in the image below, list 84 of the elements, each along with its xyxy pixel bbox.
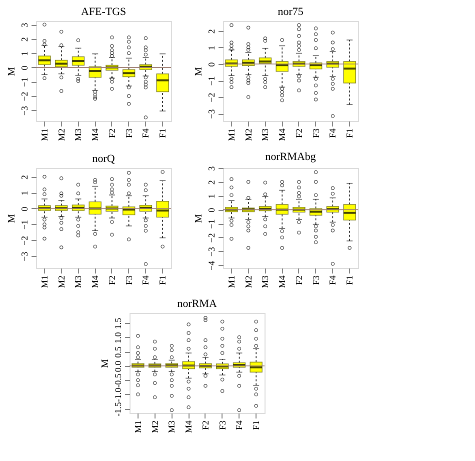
- y-tick-label: −3: [206, 246, 217, 257]
- chart-title: norRMAbg: [265, 150, 316, 163]
- x-tick-label: F3: [217, 420, 228, 430]
- x-tick-label: M1: [132, 420, 143, 434]
- x-tick-label: F4: [234, 420, 244, 430]
- y-tick-label: −3: [20, 106, 30, 116]
- y-tick-label: 1.5: [113, 317, 124, 330]
- y-tick-label: 0: [206, 62, 217, 67]
- x-tick-label: M2: [243, 276, 254, 288]
- x-tick-label: M4: [184, 420, 194, 434]
- y-tick-label: 2: [20, 37, 30, 42]
- y-tick-label: -1.0: [113, 387, 124, 402]
- x-tick-label: M3: [260, 128, 270, 142]
- x-tick-label: M3: [166, 420, 177, 434]
- y-tick-label: 2: [20, 174, 30, 180]
- x-tick-label: F1: [251, 420, 262, 430]
- x-tick-label: F2: [106, 128, 117, 138]
- x-tick-label: M3: [260, 275, 270, 288]
- y-axis-title: M: [6, 214, 18, 223]
- chart-title: norQ: [92, 153, 115, 165]
- x-tick-label: F3: [310, 128, 321, 138]
- x-tick-label: M3: [73, 275, 84, 288]
- y-axis-title: M: [6, 66, 18, 76]
- y-tick-label: −1: [206, 219, 217, 229]
- x-tick-label: F4: [140, 275, 151, 286]
- x-tick-label: F1: [158, 128, 168, 138]
- x-tick-label: F3: [124, 128, 134, 138]
- x-tick-label: M2: [56, 128, 66, 142]
- x-tick-label: M4: [90, 275, 100, 288]
- y-tick-label: −3: [206, 108, 217, 119]
- y-tick-label: 0.0: [113, 360, 124, 372]
- chart-title: nor75: [278, 6, 304, 18]
- y-tick-label: 3: [20, 22, 30, 28]
- y-tick-label: −2: [206, 233, 217, 243]
- x-tick-label: M4: [90, 128, 100, 142]
- y-tick-label: -0.5: [113, 373, 124, 388]
- x-tick-label: F3: [124, 275, 134, 286]
- y-tick-label: 2: [206, 29, 217, 34]
- x-tick-label: F1: [158, 276, 168, 286]
- y-axis-title: M: [194, 214, 205, 223]
- x-tick-label: F4: [328, 128, 338, 138]
- x-tick-label: F4: [328, 275, 338, 286]
- y-tick-label: −2: [20, 236, 30, 246]
- x-tick-label: F1: [344, 276, 355, 286]
- x-tick-label: M1: [39, 276, 50, 288]
- y-axis-title: M: [194, 66, 205, 76]
- x-tick-label: F1: [344, 128, 355, 138]
- y-tick-label: 1: [206, 194, 217, 199]
- y-tick-label: -1.5: [113, 402, 124, 416]
- x-tick-label: M2: [243, 128, 254, 142]
- y-tick-label: 1: [20, 51, 30, 56]
- x-tick-label: F2: [294, 276, 304, 286]
- y-tick-label: 0: [20, 206, 30, 212]
- y-tick-label: 0: [20, 65, 30, 70]
- x-tick-label: M1: [39, 128, 50, 142]
- x-tick-label: F4: [140, 128, 151, 138]
- x-tick-label: M2: [56, 276, 66, 288]
- x-tick-label: F3: [310, 275, 321, 286]
- chart-title: AFE-TGS: [80, 6, 126, 18]
- y-tick-label: 3: [206, 166, 217, 171]
- y-tick-label: −1: [20, 77, 30, 88]
- y-tick-label: −2: [206, 92, 217, 102]
- y-tick-label: 1: [206, 46, 217, 50]
- x-tick-label: F2: [294, 128, 304, 138]
- x-tick-label: M4: [277, 275, 288, 288]
- x-tick-label: F2: [200, 420, 210, 430]
- x-tick-label: M3: [73, 128, 84, 142]
- y-tick-label: 0.5: [113, 346, 124, 358]
- x-tick-label: M4: [277, 128, 288, 142]
- y-tick-label: −4: [206, 260, 217, 271]
- x-tick-label: F2: [106, 276, 117, 286]
- y-tick-label: 1.0: [113, 332, 124, 344]
- y-tick-label: −1: [20, 220, 30, 230]
- x-tick-label: M1: [226, 276, 236, 288]
- x-tick-label: M2: [150, 420, 160, 434]
- y-tick-label: 1: [20, 190, 30, 196]
- x-tick-label: M1: [226, 128, 236, 142]
- y-tick-label: −1: [206, 76, 217, 86]
- y-tick-label: −2: [20, 92, 30, 102]
- y-tick-label: −3: [20, 251, 30, 262]
- y-tick-label: 2: [206, 180, 217, 185]
- y-axis-title: M: [100, 358, 112, 368]
- y-tick-label: 0: [206, 207, 217, 212]
- chart-title: norRMA: [177, 298, 217, 310]
